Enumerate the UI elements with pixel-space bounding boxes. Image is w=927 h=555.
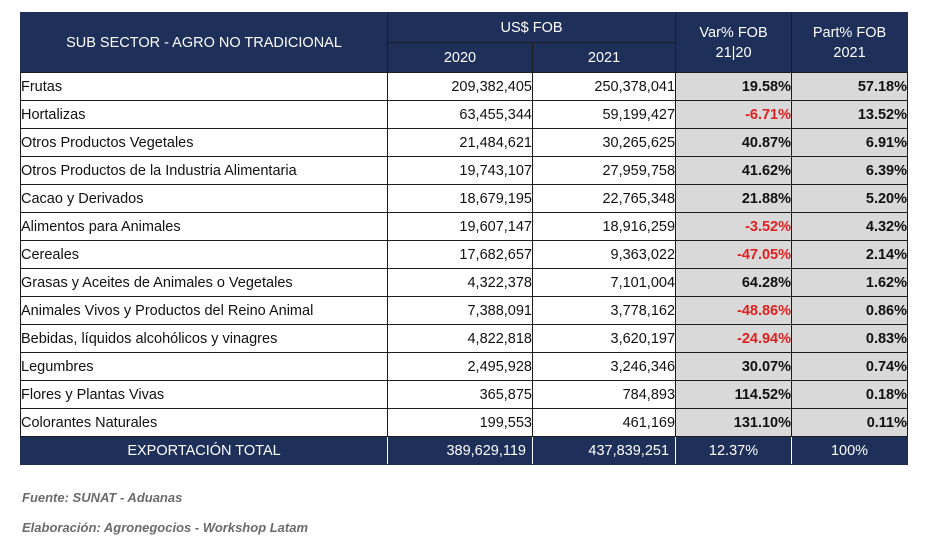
row-part: 2.14% bbox=[791, 240, 909, 269]
table-row: Flores y Plantas Vivas 365,875 784,893 114.… bbox=[20, 380, 909, 409]
row-name: Flores y Plantas Vivas bbox=[20, 380, 388, 409]
total-2020: 389,629,119 bbox=[387, 436, 533, 465]
header-part-line1: Part% FOB bbox=[812, 24, 887, 41]
row-name: Colorantes Naturales bbox=[20, 408, 388, 437]
row-var: 30.07% bbox=[675, 352, 793, 381]
header-part-line2: 2021 bbox=[833, 44, 866, 61]
source-note: Fuente: SUNAT - Aduanas bbox=[22, 490, 183, 505]
header-fob: US$ FOB bbox=[386, 12, 677, 43]
table-body: Frutas 209,382,405 250,378,041 19.58% 57.18%… bbox=[20, 72, 909, 437]
row-part: 0.11% bbox=[791, 408, 909, 437]
row-name: Grasas y Aceites de Animales o Vegetales bbox=[20, 268, 388, 297]
row-var: 64.28% bbox=[675, 268, 793, 297]
header-var: Var% FOB 21|20 bbox=[675, 12, 793, 73]
row-value-2021: 22,765,348 bbox=[531, 184, 677, 213]
header-year-2020: 2020 bbox=[387, 42, 533, 73]
row-value-2020: 199,553 bbox=[387, 408, 533, 437]
table-row: Legumbres 2,495,928 3,246,346 30.07% 0.74% bbox=[20, 352, 909, 381]
row-name: Bebidas, líquidos alcohólicos y vinagres bbox=[20, 324, 388, 353]
row-name: Cacao y Derivados bbox=[20, 184, 388, 213]
row-var: 114.52% bbox=[675, 380, 793, 409]
row-part: 1.62% bbox=[791, 268, 909, 297]
row-var: -3.52% bbox=[675, 212, 793, 241]
total-label: EXPORTACIÓN TOTAL bbox=[20, 436, 388, 465]
export-table: SUB SECTOR - AGRO NO TRADICIONAL US$ FOB… bbox=[20, 12, 909, 465]
row-value-2021: 3,778,162 bbox=[531, 296, 677, 325]
row-value-2021: 7,101,004 bbox=[531, 268, 677, 297]
total-part: 100% bbox=[791, 436, 909, 465]
header-var-line1: Var% FOB bbox=[699, 24, 768, 41]
row-var: -6.71% bbox=[675, 100, 793, 129]
row-var: 41.62% bbox=[675, 156, 793, 185]
row-var: -47.05% bbox=[675, 240, 793, 269]
row-value-2021: 30,265,625 bbox=[531, 128, 677, 157]
row-value-2020: 209,382,405 bbox=[387, 72, 533, 101]
row-value-2021: 461,169 bbox=[531, 408, 677, 437]
row-name: Frutas bbox=[20, 72, 388, 101]
row-value-2021: 18,916,259 bbox=[531, 212, 677, 241]
total-2021: 437,839,251 bbox=[531, 436, 677, 465]
row-value-2020: 63,455,344 bbox=[387, 100, 533, 129]
row-value-2021: 59,199,427 bbox=[531, 100, 677, 129]
row-var: 19.58% bbox=[675, 72, 793, 101]
header-sector: SUB SECTOR - AGRO NO TRADICIONAL bbox=[20, 12, 388, 73]
row-value-2021: 3,246,346 bbox=[531, 352, 677, 381]
row-name: Animales Vivos y Productos del Reino Ani… bbox=[20, 296, 388, 325]
row-name: Legumbres bbox=[20, 352, 388, 381]
row-name: Hortalizas bbox=[20, 100, 388, 129]
row-var: 40.87% bbox=[675, 128, 793, 157]
total-row: EXPORTACIÓN TOTAL 389,629,119 437,839,25… bbox=[20, 436, 909, 465]
row-part: 0.18% bbox=[791, 380, 909, 409]
table-row: Alimentos para Animales 19,607,147 18,916,… bbox=[20, 212, 909, 241]
row-part: 13.52% bbox=[791, 100, 909, 129]
row-value-2020: 19,743,107 bbox=[387, 156, 533, 185]
row-part: 57.18% bbox=[791, 72, 909, 101]
row-var: -24.94% bbox=[675, 324, 793, 353]
row-value-2020: 4,822,818 bbox=[387, 324, 533, 353]
row-var: 131.10% bbox=[675, 408, 793, 437]
table-row: Cacao y Derivados 18,679,195 22,765,348 21.… bbox=[20, 184, 909, 213]
table-row: Otros Productos Vegetales 21,484,621 30,26… bbox=[20, 128, 909, 157]
row-value-2020: 365,875 bbox=[387, 380, 533, 409]
row-value-2021: 27,959,758 bbox=[531, 156, 677, 185]
row-value-2020: 4,322,378 bbox=[387, 268, 533, 297]
row-value-2021: 784,893 bbox=[531, 380, 677, 409]
total-var: 12.37% bbox=[675, 436, 793, 465]
row-var: 21.88% bbox=[675, 184, 793, 213]
header-var-line2: 21|20 bbox=[715, 44, 752, 61]
table-row: Animales Vivos y Productos del Reino Ani… bbox=[20, 296, 909, 325]
row-part: 4.32% bbox=[791, 212, 909, 241]
row-value-2020: 21,484,621 bbox=[387, 128, 533, 157]
row-name: Alimentos para Animales bbox=[20, 212, 388, 241]
table-row: Hortalizas 63,455,344 59,199,427 -6.71% 13.5… bbox=[20, 100, 909, 129]
row-value-2020: 2,495,928 bbox=[387, 352, 533, 381]
row-part: 6.39% bbox=[791, 156, 909, 185]
row-value-2020: 18,679,195 bbox=[387, 184, 533, 213]
row-name: Otros Productos de la Industria Alimenta… bbox=[20, 156, 388, 185]
row-value-2020: 19,607,147 bbox=[387, 212, 533, 241]
row-value-2021: 250,378,041 bbox=[531, 72, 677, 101]
row-value-2020: 7,388,091 bbox=[387, 296, 533, 325]
table-row: Bebidas, líquidos alcohólicos y vinagres… bbox=[20, 324, 909, 353]
row-part: 6.91% bbox=[791, 128, 909, 157]
row-value-2020: 17,682,657 bbox=[387, 240, 533, 269]
row-value-2021: 9,363,022 bbox=[531, 240, 677, 269]
table-row: Otros Productos de la Industria Alimenta… bbox=[20, 156, 909, 185]
table-row: Cereales 17,682,657 9,363,022 -47.05% 2.14% bbox=[20, 240, 909, 269]
row-part: 0.83% bbox=[791, 324, 909, 353]
row-var: -48.86% bbox=[675, 296, 793, 325]
table-row: Frutas 209,382,405 250,378,041 19.58% 57.18% bbox=[20, 72, 909, 101]
row-part: 5.20% bbox=[791, 184, 909, 213]
row-name: Cereales bbox=[20, 240, 388, 269]
credit-note: Elaboración: Agronegocios - Workshop Lat… bbox=[22, 520, 309, 535]
row-part: 0.86% bbox=[791, 296, 909, 325]
row-part: 0.74% bbox=[791, 352, 909, 381]
row-value-2021: 3,620,197 bbox=[531, 324, 677, 353]
header-year-2021: 2021 bbox=[531, 42, 677, 73]
table-row: Grasas y Aceites de Animales o Vegetales… bbox=[20, 268, 909, 297]
header-part: Part% FOB 2021 bbox=[791, 12, 909, 73]
row-name: Otros Productos Vegetales bbox=[20, 128, 388, 157]
table-row: Colorantes Naturales 199,553 461,169 131.10… bbox=[20, 408, 909, 437]
